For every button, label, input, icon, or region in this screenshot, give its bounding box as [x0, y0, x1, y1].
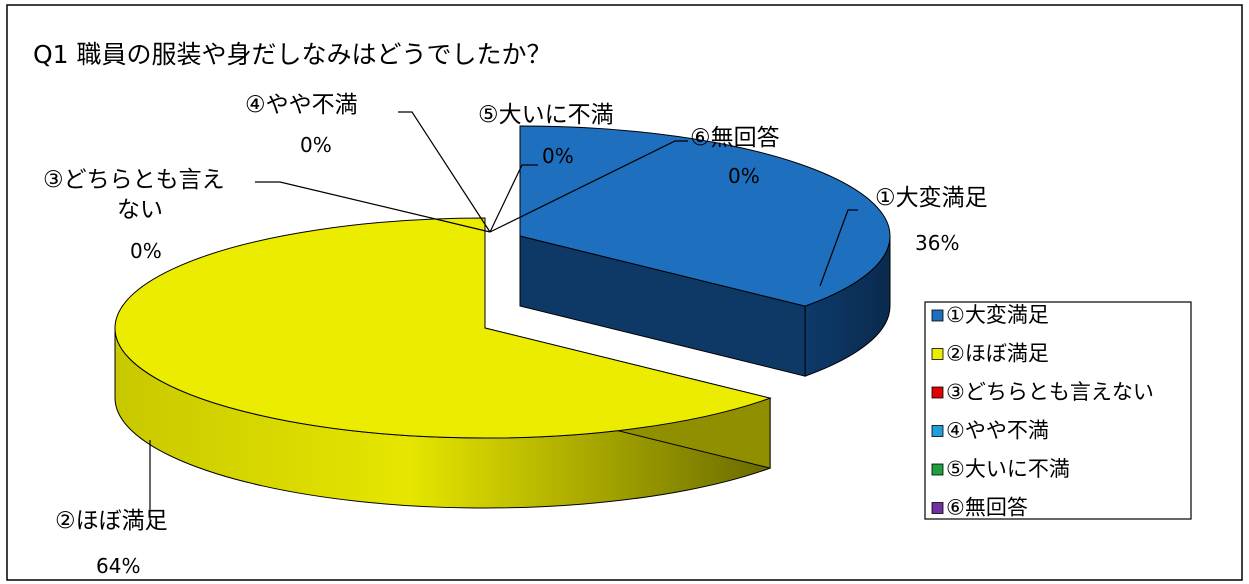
- legend-entry-2: ②ほぼ満足: [946, 342, 1049, 366]
- leader-line-4: [398, 111, 491, 233]
- legend-entry-6: ⑥無回答: [946, 496, 1028, 520]
- data-label-1: ①大変満足: [875, 185, 988, 211]
- legend-swatch-6: [931, 502, 944, 514]
- data-label-3-value: 0%: [130, 239, 162, 263]
- leader-line-1: [819, 209, 858, 287]
- leader-line-5: [489, 164, 538, 233]
- legend-swatch-1: [931, 309, 944, 322]
- data-label-6: ⑥無回答: [690, 125, 780, 151]
- leader-line-6: [489, 140, 688, 233]
- legend-swatch-4: [931, 425, 944, 437]
- pie-group: [114, 125, 891, 509]
- slice-1-top: [519, 125, 891, 307]
- legend-box: [924, 301, 1192, 520]
- data-label-3-line2: ない: [117, 197, 163, 223]
- data-label-4: ④やや不満: [245, 92, 358, 118]
- slice-2-top: [114, 217, 772, 439]
- chart-title: Q1 職員の服装や身だしなみはどうでしたか？: [33, 40, 552, 69]
- leader-lines: [149, 111, 858, 520]
- legend-entry-5: ⑤大いに不満: [946, 457, 1070, 481]
- leader-line-3: [255, 181, 491, 233]
- legend-entry-3: ③どちらとも言えない: [946, 380, 1154, 404]
- data-label-2: ②ほぼ満足: [55, 508, 168, 534]
- legend-entry-1: ①大変満足: [946, 303, 1049, 327]
- data-label-5: ⑤大いに不満: [478, 102, 614, 128]
- data-label-6-value: 0%: [728, 164, 760, 188]
- data-label-3-line1: ③どちらとも言え: [43, 167, 225, 193]
- data-label-1-value: 36%: [915, 231, 959, 255]
- data-label-2-value: 64%: [96, 554, 140, 578]
- legend-entry-4: ④やや不満: [946, 419, 1049, 443]
- legend-swatch-5: [931, 463, 944, 476]
- data-label-4-value: 0%: [300, 133, 332, 157]
- legend: ①大変満足 ②ほぼ満足 ③どちらとも言えない ④やや不満 ⑤大いに不満 ⑥無回答: [924, 301, 1192, 520]
- data-labels: ①大変満足 36% ②ほぼ満足 64% ③どちらとも言え ない 0% ④やや不満…: [43, 92, 988, 578]
- legend-swatch-3: [931, 386, 944, 399]
- legend-swatch-2: [931, 348, 944, 360]
- data-label-5-value: 0%: [542, 144, 574, 168]
